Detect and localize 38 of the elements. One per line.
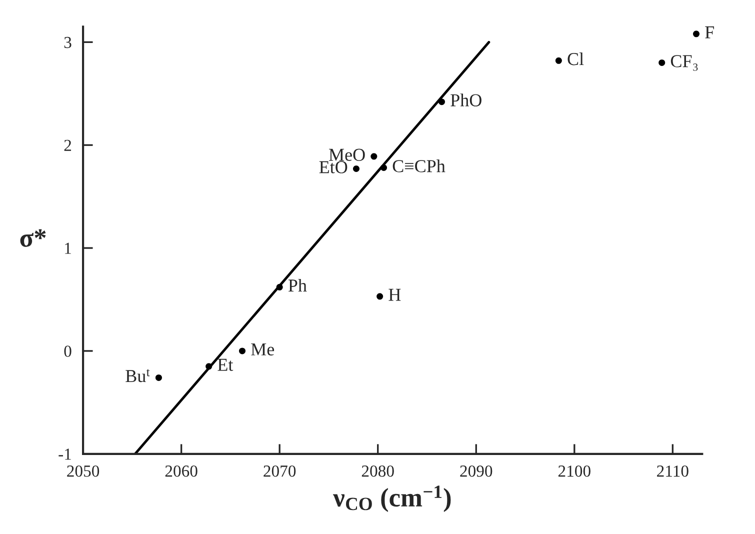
x-axis-title: ν$_{CO}$ (cm$^{−1}$) — [333, 486, 451, 512]
x-tick-label: 2070 — [264, 465, 296, 477]
point — [206, 363, 212, 370]
annotation: Et — [218, 358, 234, 371]
annotation: CF₃ — [670, 55, 698, 71]
point — [438, 98, 445, 106]
point — [555, 57, 562, 64]
annotation: Me — [251, 343, 274, 356]
x-tick-label: 2060 — [165, 465, 198, 477]
annotation: Ph — [288, 278, 307, 292]
y-tick-label: 1 — [65, 242, 71, 254]
point — [376, 293, 384, 300]
point — [658, 59, 666, 66]
annotation: PhO — [450, 94, 482, 106]
point — [352, 166, 360, 172]
y-tick-label: 2 — [64, 140, 72, 151]
annotation: Bu$^{t}$ — [126, 369, 150, 382]
annotation: C≡CPh — [392, 160, 446, 172]
x-tick-label: 2080 — [362, 465, 394, 477]
x-tick-label: 2110 — [657, 465, 688, 477]
annotation: H — [388, 288, 401, 301]
x-tick-label: 2050 — [67, 465, 100, 477]
y-tick-label: 3 — [64, 36, 72, 48]
x-tick-label: 2090 — [460, 465, 492, 477]
point — [370, 153, 378, 160]
x-tick-label: 2100 — [558, 465, 590, 477]
annotation: EtO — [319, 161, 348, 174]
annotation: F — [705, 26, 714, 38]
point — [155, 374, 162, 381]
y-tick-label: 0 — [64, 346, 72, 357]
point — [276, 284, 283, 290]
point — [380, 164, 388, 171]
annotation: MeO — [329, 148, 365, 161]
point — [238, 348, 246, 354]
y-tick-label: -1 — [58, 448, 71, 460]
y-axis-title: σ* — [20, 229, 46, 247]
point — [692, 30, 700, 38]
annotation: Cl — [568, 52, 584, 66]
